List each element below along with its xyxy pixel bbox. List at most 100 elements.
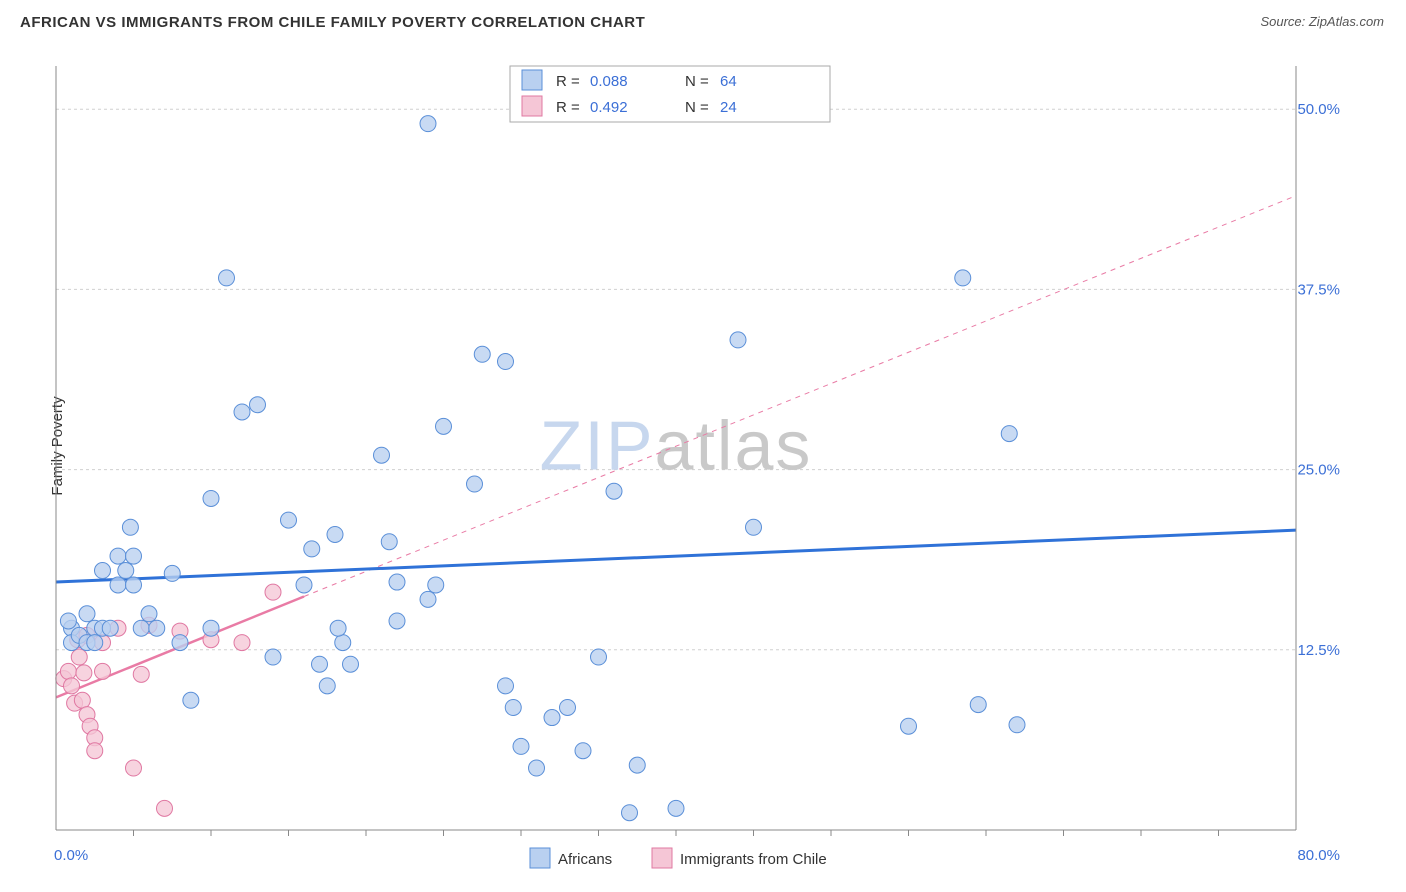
scatter-plot: 12.5%25.0%37.5%50.0%ZIPatlas0.0%80.0%R =…	[50, 60, 1340, 840]
data-point	[374, 447, 390, 463]
data-point	[498, 678, 514, 694]
y-tick-label: 25.0%	[1297, 462, 1340, 479]
chart-svg: 12.5% 25.0% 37.5% 50.0% ZIPatlas 0.0% 80.0% R =…	[50, 60, 1340, 880]
data-point	[265, 584, 281, 600]
data-point	[304, 541, 320, 557]
data-point	[606, 483, 622, 499]
data-point	[389, 613, 405, 629]
legend-n-value: 24	[720, 99, 737, 116]
chart-title: AFRICAN VS IMMIGRANTS FROM CHILE FAMILY …	[20, 14, 645, 31]
legend-r-label: R =	[556, 99, 580, 116]
data-point	[420, 116, 436, 132]
data-point	[629, 757, 645, 773]
data-point	[428, 577, 444, 593]
series-label: Africans	[558, 851, 612, 868]
data-point	[234, 404, 250, 420]
data-point	[60, 613, 76, 629]
data-point	[76, 665, 92, 681]
data-point	[343, 656, 359, 672]
data-point	[1001, 426, 1017, 442]
data-point	[330, 620, 346, 636]
data-point	[622, 805, 638, 821]
data-point	[133, 666, 149, 682]
data-point	[64, 678, 80, 694]
data-point	[183, 692, 199, 708]
data-point	[172, 635, 188, 651]
data-point	[381, 534, 397, 550]
data-point	[102, 620, 118, 636]
data-point	[591, 649, 607, 665]
data-point	[141, 606, 157, 622]
data-point	[164, 565, 180, 581]
data-point	[529, 760, 545, 776]
legend-swatch	[522, 96, 542, 116]
watermark: ZIPatlas	[540, 407, 813, 485]
data-point	[730, 332, 746, 348]
x-tick-label: 80.0%	[1297, 847, 1340, 864]
data-point	[71, 649, 87, 665]
data-point	[498, 354, 514, 370]
data-point	[513, 738, 529, 754]
data-point	[420, 591, 436, 607]
series-swatch	[652, 848, 672, 868]
legend-r-label: R =	[556, 73, 580, 90]
data-point	[312, 656, 328, 672]
data-point	[327, 526, 343, 542]
data-point	[203, 490, 219, 506]
data-point	[126, 577, 142, 593]
data-point	[87, 635, 103, 651]
series-swatch	[530, 848, 550, 868]
data-point	[126, 760, 142, 776]
data-point	[234, 635, 250, 651]
x-tick-label: 0.0%	[54, 847, 88, 864]
legend-n-value: 64	[720, 73, 737, 90]
data-point	[746, 519, 762, 535]
data-point	[296, 577, 312, 593]
data-point	[389, 574, 405, 590]
data-point	[265, 649, 281, 665]
data-point	[118, 563, 134, 579]
data-point	[955, 270, 971, 286]
data-point	[157, 800, 173, 816]
y-tick-label: 12.5%	[1297, 642, 1340, 659]
data-point	[203, 620, 219, 636]
data-point	[474, 346, 490, 362]
legend-r-value: 0.088	[590, 73, 628, 90]
data-point	[110, 548, 126, 564]
legend-swatch	[522, 70, 542, 90]
data-point	[60, 663, 76, 679]
data-point	[436, 418, 452, 434]
series-label: Immigrants from Chile	[680, 851, 827, 868]
data-point	[149, 620, 165, 636]
chart-header: AFRICAN VS IMMIGRANTS FROM CHILE FAMILY …	[0, 0, 1406, 46]
legend-n-label: N =	[685, 99, 709, 116]
data-point	[281, 512, 297, 528]
data-point	[87, 743, 103, 759]
data-point	[560, 699, 576, 715]
data-point	[95, 563, 111, 579]
data-point	[335, 635, 351, 651]
data-point	[219, 270, 235, 286]
data-point	[133, 620, 149, 636]
legend-r-value: 0.492	[590, 99, 628, 116]
data-point	[1009, 717, 1025, 733]
data-point	[505, 699, 521, 715]
data-point	[575, 743, 591, 759]
legend-n-label: N =	[685, 73, 709, 90]
data-point	[901, 718, 917, 734]
data-point	[95, 663, 111, 679]
data-point	[79, 606, 95, 622]
y-tick-label: 50.0%	[1297, 101, 1340, 118]
data-point	[319, 678, 335, 694]
y-tick-label: 37.5%	[1297, 281, 1340, 298]
data-point	[74, 692, 90, 708]
data-point	[122, 519, 138, 535]
data-point	[970, 697, 986, 713]
data-point	[544, 710, 560, 726]
data-point	[668, 800, 684, 816]
data-point	[250, 397, 266, 413]
regression-line-africans	[56, 530, 1296, 582]
source-label: Source: ZipAtlas.com	[1260, 14, 1384, 29]
data-point	[110, 577, 126, 593]
data-point	[467, 476, 483, 492]
